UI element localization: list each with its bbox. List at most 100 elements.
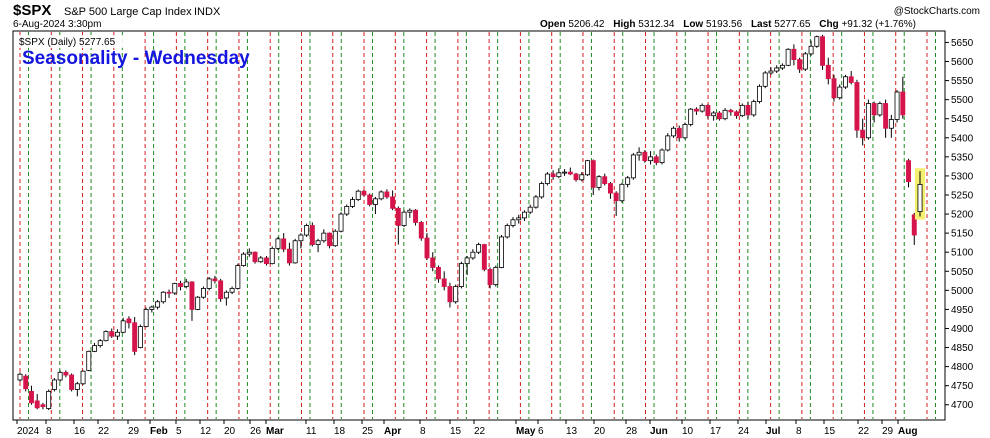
candle-body <box>854 82 860 131</box>
y-tick-label: 4700 <box>951 400 974 411</box>
candle-body <box>384 191 390 198</box>
candle-body <box>407 209 413 213</box>
symbol-label: $SPX <box>13 2 51 19</box>
x-tick-label: 25 <box>362 426 374 437</box>
x-tick-label: 29 <box>882 426 894 437</box>
candle-body <box>223 291 229 299</box>
x-tick-label: 13 <box>566 426 578 437</box>
candle-body <box>567 171 573 175</box>
candle-body <box>178 283 183 287</box>
candle-body <box>665 135 671 151</box>
x-tick-label: 16 <box>74 426 86 437</box>
candle-body <box>865 103 871 139</box>
candle-body <box>200 288 206 298</box>
chart-title: Seasonality - Wednesday <box>22 48 250 69</box>
y-tick-label: 4800 <box>951 362 974 373</box>
candlestick-series <box>17 34 926 411</box>
x-tick-label: 26 <box>250 426 262 437</box>
candle-body <box>837 86 843 99</box>
plot-frame <box>12 30 946 421</box>
candle-body <box>109 331 115 337</box>
candle-body <box>97 340 103 347</box>
chg-value: +91.32 (+1.76%) <box>841 19 916 30</box>
y-tick-label: 4750 <box>951 381 974 392</box>
x-tick-label: May <box>516 426 536 437</box>
candle-body <box>785 48 791 66</box>
candle-body <box>183 281 189 287</box>
x-tick-label: 22 <box>858 426 870 437</box>
x-tick-label: Mar <box>266 426 284 437</box>
candle-body <box>189 281 195 310</box>
candle-body <box>607 183 613 194</box>
x-tick-label: 28 <box>626 426 638 437</box>
candle-body <box>430 257 436 268</box>
candle-body <box>292 240 298 264</box>
candle-body <box>338 213 344 232</box>
candle-body <box>195 296 201 310</box>
candle-body <box>820 36 826 66</box>
candle-body <box>69 374 75 390</box>
candle-body <box>699 104 705 112</box>
datetime-label: 6-Aug-2024 3:30pm <box>13 19 101 30</box>
candle-body <box>315 240 321 245</box>
candle-body <box>155 301 161 308</box>
y-tick-label: 5200 <box>951 210 974 221</box>
chg-label: Chg <box>819 19 838 30</box>
candle-body <box>235 265 241 289</box>
last-label: Last <box>751 19 772 30</box>
candle-body <box>281 238 287 250</box>
y-tick-label: 5050 <box>951 267 974 278</box>
candle-body <box>779 64 785 69</box>
legend-backdrop <box>17 35 142 48</box>
x-tick-label: 24 <box>738 426 750 437</box>
watermark: @StockCharts.com <box>894 6 980 17</box>
x-tick-label: 8 <box>796 426 802 437</box>
candle-body <box>114 331 120 337</box>
candle-body <box>630 154 636 179</box>
y-tick-label: 5400 <box>951 133 974 144</box>
candle-body <box>802 53 808 70</box>
candle-body <box>321 232 327 242</box>
candle-body <box>258 257 264 263</box>
candle-body <box>539 183 545 198</box>
x-tick-label: 6 <box>538 426 544 437</box>
candle-body <box>63 371 69 376</box>
x-tick-label: 29 <box>128 426 140 437</box>
candle-body <box>521 211 527 219</box>
candle-body <box>241 253 247 266</box>
x-tick-label: 22 <box>474 426 486 437</box>
open-value: 5206.42 <box>568 19 605 30</box>
candle-body <box>722 109 728 120</box>
candle-body <box>424 237 430 259</box>
high-value: 5312.34 <box>638 19 675 30</box>
candle-body <box>493 267 499 286</box>
candle-body <box>395 207 401 226</box>
x-tick-label: 5 <box>176 426 182 437</box>
candle-body <box>739 104 745 117</box>
candle-body <box>51 379 57 390</box>
candle-body <box>327 232 333 247</box>
candle-body <box>843 76 848 88</box>
x-tick-label: Feb <box>150 426 168 437</box>
candle-body <box>877 103 883 116</box>
low-label: Low <box>683 19 703 30</box>
candle-body <box>716 112 722 120</box>
candle-body <box>590 160 596 188</box>
last-value: 5277.65 <box>774 19 811 30</box>
x-tick-label: 20 <box>594 426 606 437</box>
candle-body <box>848 76 854 83</box>
candle-body <box>504 225 510 238</box>
candle-body <box>556 172 562 178</box>
candle-body <box>172 283 178 294</box>
candle-body <box>653 156 659 163</box>
candle-body <box>676 127 682 139</box>
x-tick-label: Jul <box>766 426 781 437</box>
series-legend: $SPX (Daily) 5277.65 <box>19 37 116 48</box>
candle-body <box>252 251 258 263</box>
x-tick-label: 2024 <box>17 426 40 437</box>
candle-body <box>602 176 608 184</box>
candle-body <box>218 280 224 300</box>
candle-body <box>212 278 218 282</box>
candle-body <box>149 306 155 310</box>
candle-body <box>648 156 654 162</box>
